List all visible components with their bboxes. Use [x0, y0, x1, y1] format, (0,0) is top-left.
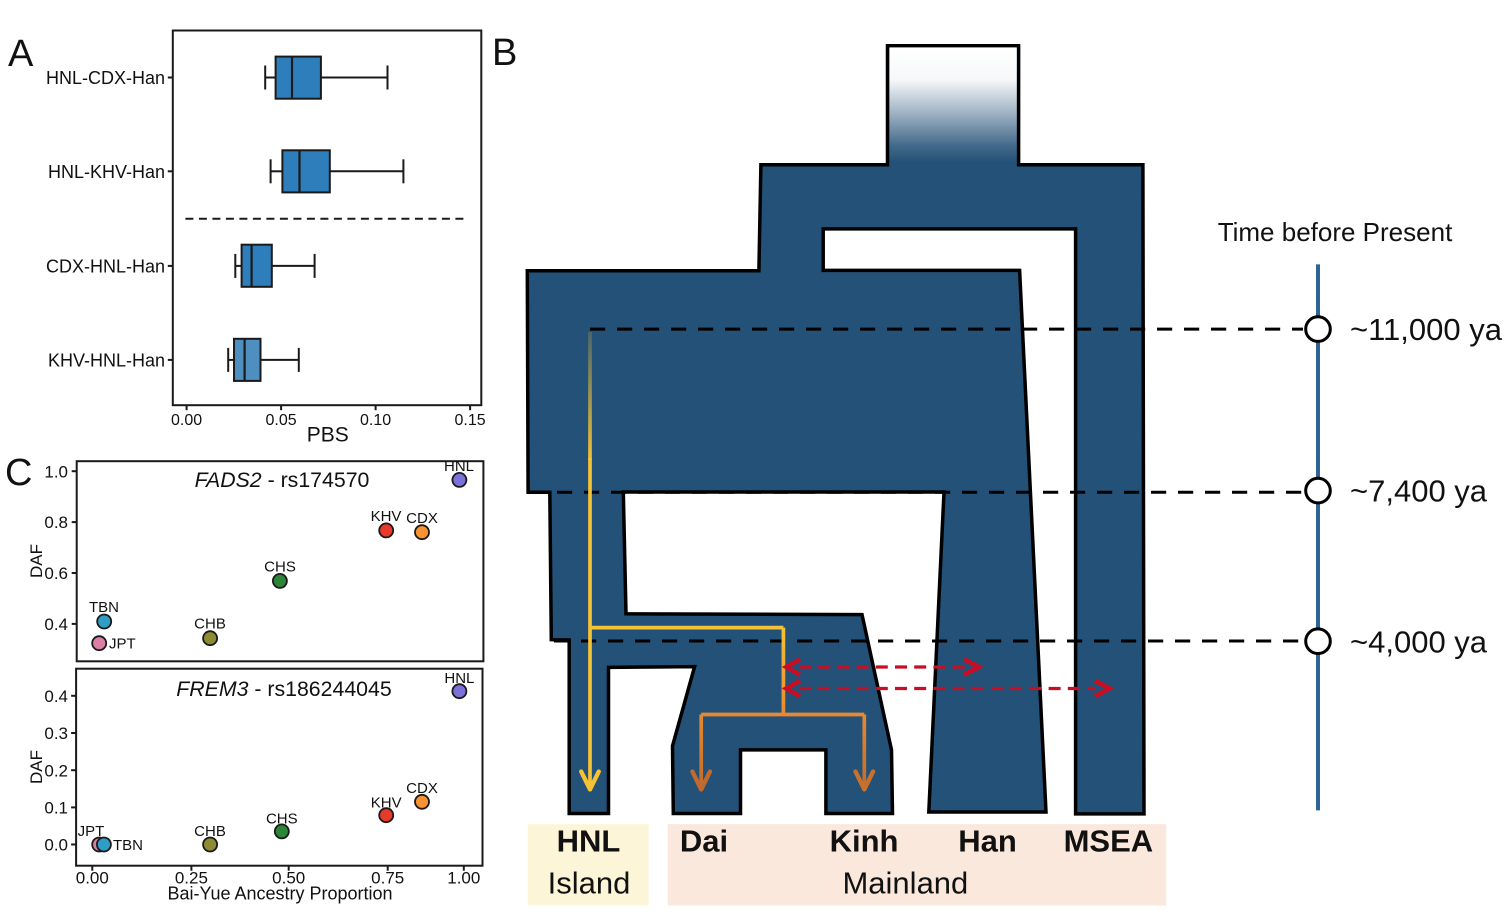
svg-text:0.75: 0.75 — [371, 869, 404, 888]
svg-text:MSEA: MSEA — [1064, 824, 1154, 859]
svg-text:HNL: HNL — [444, 458, 474, 475]
svg-text:B: B — [492, 32, 517, 74]
svg-text:0.25: 0.25 — [175, 869, 208, 888]
svg-text:KHV-HNL-Han: KHV-HNL-Han — [48, 350, 165, 370]
svg-text:CHB: CHB — [194, 616, 226, 633]
svg-text:CDX-HNL-Han: CDX-HNL-Han — [46, 256, 165, 276]
svg-text:~4,000 ya: ~4,000 ya — [1350, 625, 1488, 660]
svg-text:CHB: CHB — [194, 823, 226, 840]
svg-text:0.10: 0.10 — [360, 412, 391, 429]
svg-text:0.3: 0.3 — [44, 724, 68, 743]
svg-text:JPT: JPT — [78, 823, 105, 840]
svg-text:JPT: JPT — [109, 636, 136, 653]
svg-text:FREM3 - rs186244045: FREM3 - rs186244045 — [176, 677, 391, 701]
svg-text:Dai: Dai — [680, 824, 728, 859]
svg-text:KHV: KHV — [371, 795, 402, 812]
svg-text:CDX: CDX — [406, 780, 438, 797]
svg-text:~11,000 ya: ~11,000 ya — [1350, 312, 1503, 347]
svg-text:CHS: CHS — [264, 559, 296, 576]
svg-text:0.05: 0.05 — [266, 412, 297, 429]
svg-text:HNL: HNL — [444, 670, 474, 687]
svg-text:Han: Han — [958, 824, 1017, 859]
svg-text:HNL-KHV-Han: HNL-KHV-Han — [48, 162, 165, 182]
svg-text:0.0: 0.0 — [44, 836, 68, 855]
svg-text:0.8: 0.8 — [44, 513, 68, 532]
svg-text:1.0: 1.0 — [44, 462, 68, 481]
svg-text:0.4: 0.4 — [44, 615, 68, 634]
svg-text:Island: Island — [548, 866, 631, 901]
svg-text:1.00: 1.00 — [447, 869, 480, 888]
svg-text:Bai-Yue Ancestry Proportion: Bai-Yue Ancestry Proportion — [167, 884, 392, 904]
svg-text:Kinh: Kinh — [830, 824, 899, 859]
svg-text:TBN: TBN — [89, 599, 119, 616]
svg-text:~7,400 ya: ~7,400 ya — [1350, 474, 1488, 509]
svg-text:0.00: 0.00 — [171, 412, 202, 429]
svg-text:0.00: 0.00 — [76, 869, 109, 888]
svg-text:DAF: DAF — [27, 544, 46, 578]
svg-text:Time before Present: Time before Present — [1218, 217, 1453, 247]
svg-text:HNL: HNL — [557, 824, 621, 859]
svg-text:0.50: 0.50 — [272, 869, 305, 888]
svg-text:PBS: PBS — [307, 424, 349, 447]
svg-text:0.6: 0.6 — [44, 564, 68, 583]
svg-text:0.4: 0.4 — [44, 687, 68, 706]
svg-text:HNL-CDX-Han: HNL-CDX-Han — [46, 68, 165, 88]
svg-text:0.15: 0.15 — [455, 412, 486, 429]
svg-text:FADS2 - rs174570: FADS2 - rs174570 — [195, 468, 370, 492]
svg-text:KHV: KHV — [371, 508, 402, 525]
svg-text:0.2: 0.2 — [44, 761, 68, 780]
svg-text:Mainland: Mainland — [842, 866, 968, 901]
svg-text:TBN: TBN — [113, 837, 143, 854]
svg-text:CDX: CDX — [406, 510, 438, 527]
svg-text:CHS: CHS — [266, 811, 298, 828]
svg-text:DAF: DAF — [27, 750, 46, 784]
svg-text:0.1: 0.1 — [44, 799, 68, 818]
svg-text:A: A — [8, 33, 34, 75]
svg-text:C: C — [5, 452, 32, 494]
